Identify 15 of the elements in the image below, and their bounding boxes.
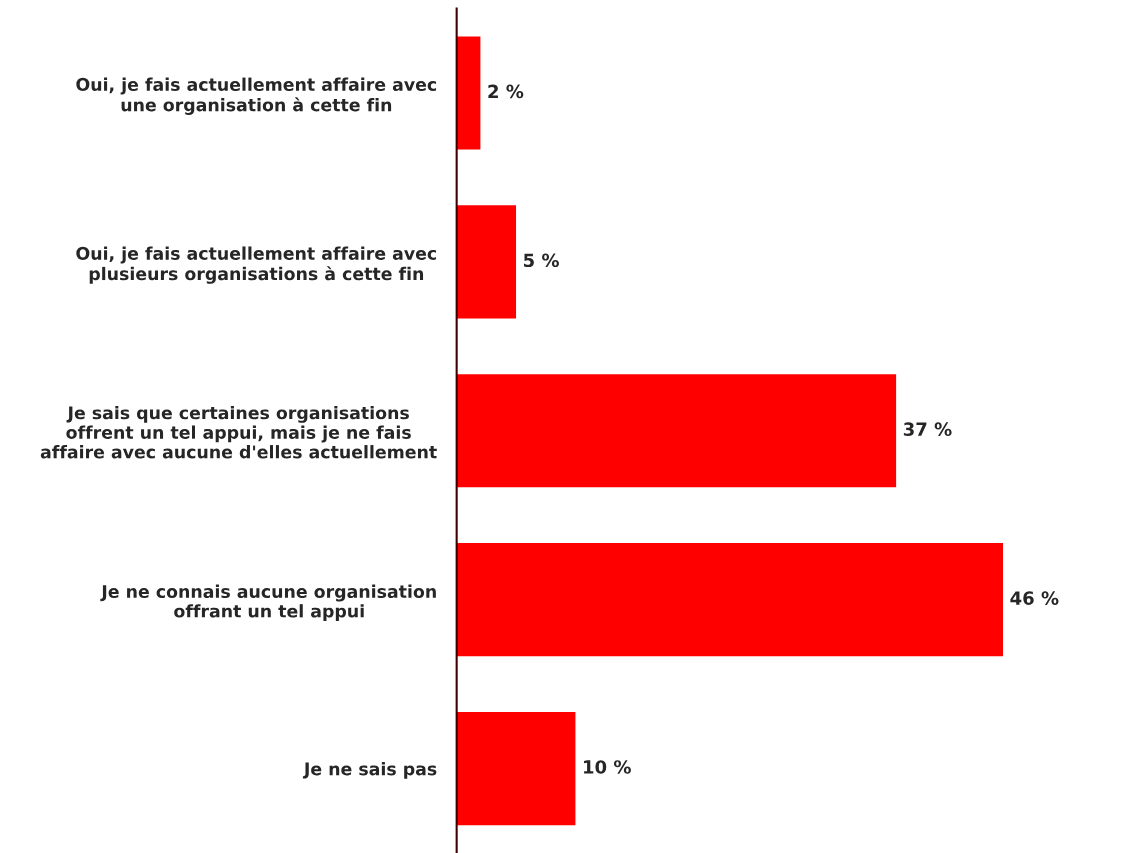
y-tick-label: Je ne connais aucune organisation offrant un tel appui	[100, 584, 436, 621]
data-label: 37 %	[903, 422, 952, 436]
y-tick-label: Oui, je fais actuellement affaire avec plusieurs organisations à cette fin	[76, 246, 437, 284]
y-tick-label: Je ne sais pas	[302, 761, 437, 779]
bar	[456, 374, 897, 488]
y-tick-label: Je sais que certaines organisations offrent un tel appui, mais je ne fais affaire avec aucune d'elles actuellement	[40, 405, 437, 459]
bar	[456, 36, 481, 150]
y-tick-label: Oui, je fais actuellement affaire avec une organisation à cette fin	[76, 77, 437, 115]
data-label: 10 %	[584, 760, 631, 774]
bar	[456, 205, 517, 319]
bar	[456, 711, 576, 826]
data-label: 2 %	[488, 84, 524, 99]
bar	[456, 543, 1004, 657]
data-label: 5 %	[523, 253, 559, 268]
data-label: 46 %	[1010, 591, 1059, 605]
